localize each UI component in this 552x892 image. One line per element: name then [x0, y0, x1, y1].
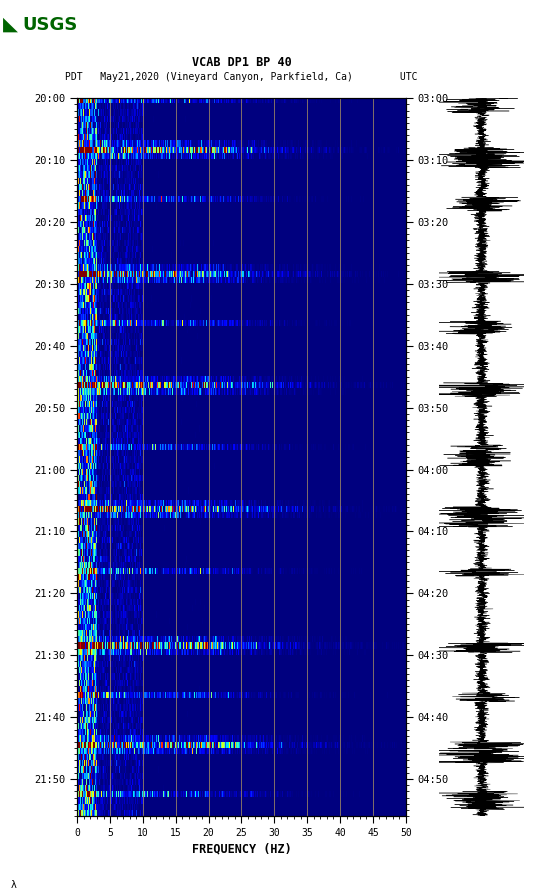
Text: λ: λ: [11, 880, 17, 890]
Text: USGS: USGS: [23, 15, 78, 34]
Text: PDT   May21,2020 (Vineyard Canyon, Parkfield, Ca)        UTC: PDT May21,2020 (Vineyard Canyon, Parkfie…: [65, 72, 418, 82]
X-axis label: FREQUENCY (HZ): FREQUENCY (HZ): [192, 842, 291, 855]
Text: VCAB DP1 BP 40: VCAB DP1 BP 40: [192, 55, 291, 69]
Text: ◣: ◣: [3, 15, 18, 34]
